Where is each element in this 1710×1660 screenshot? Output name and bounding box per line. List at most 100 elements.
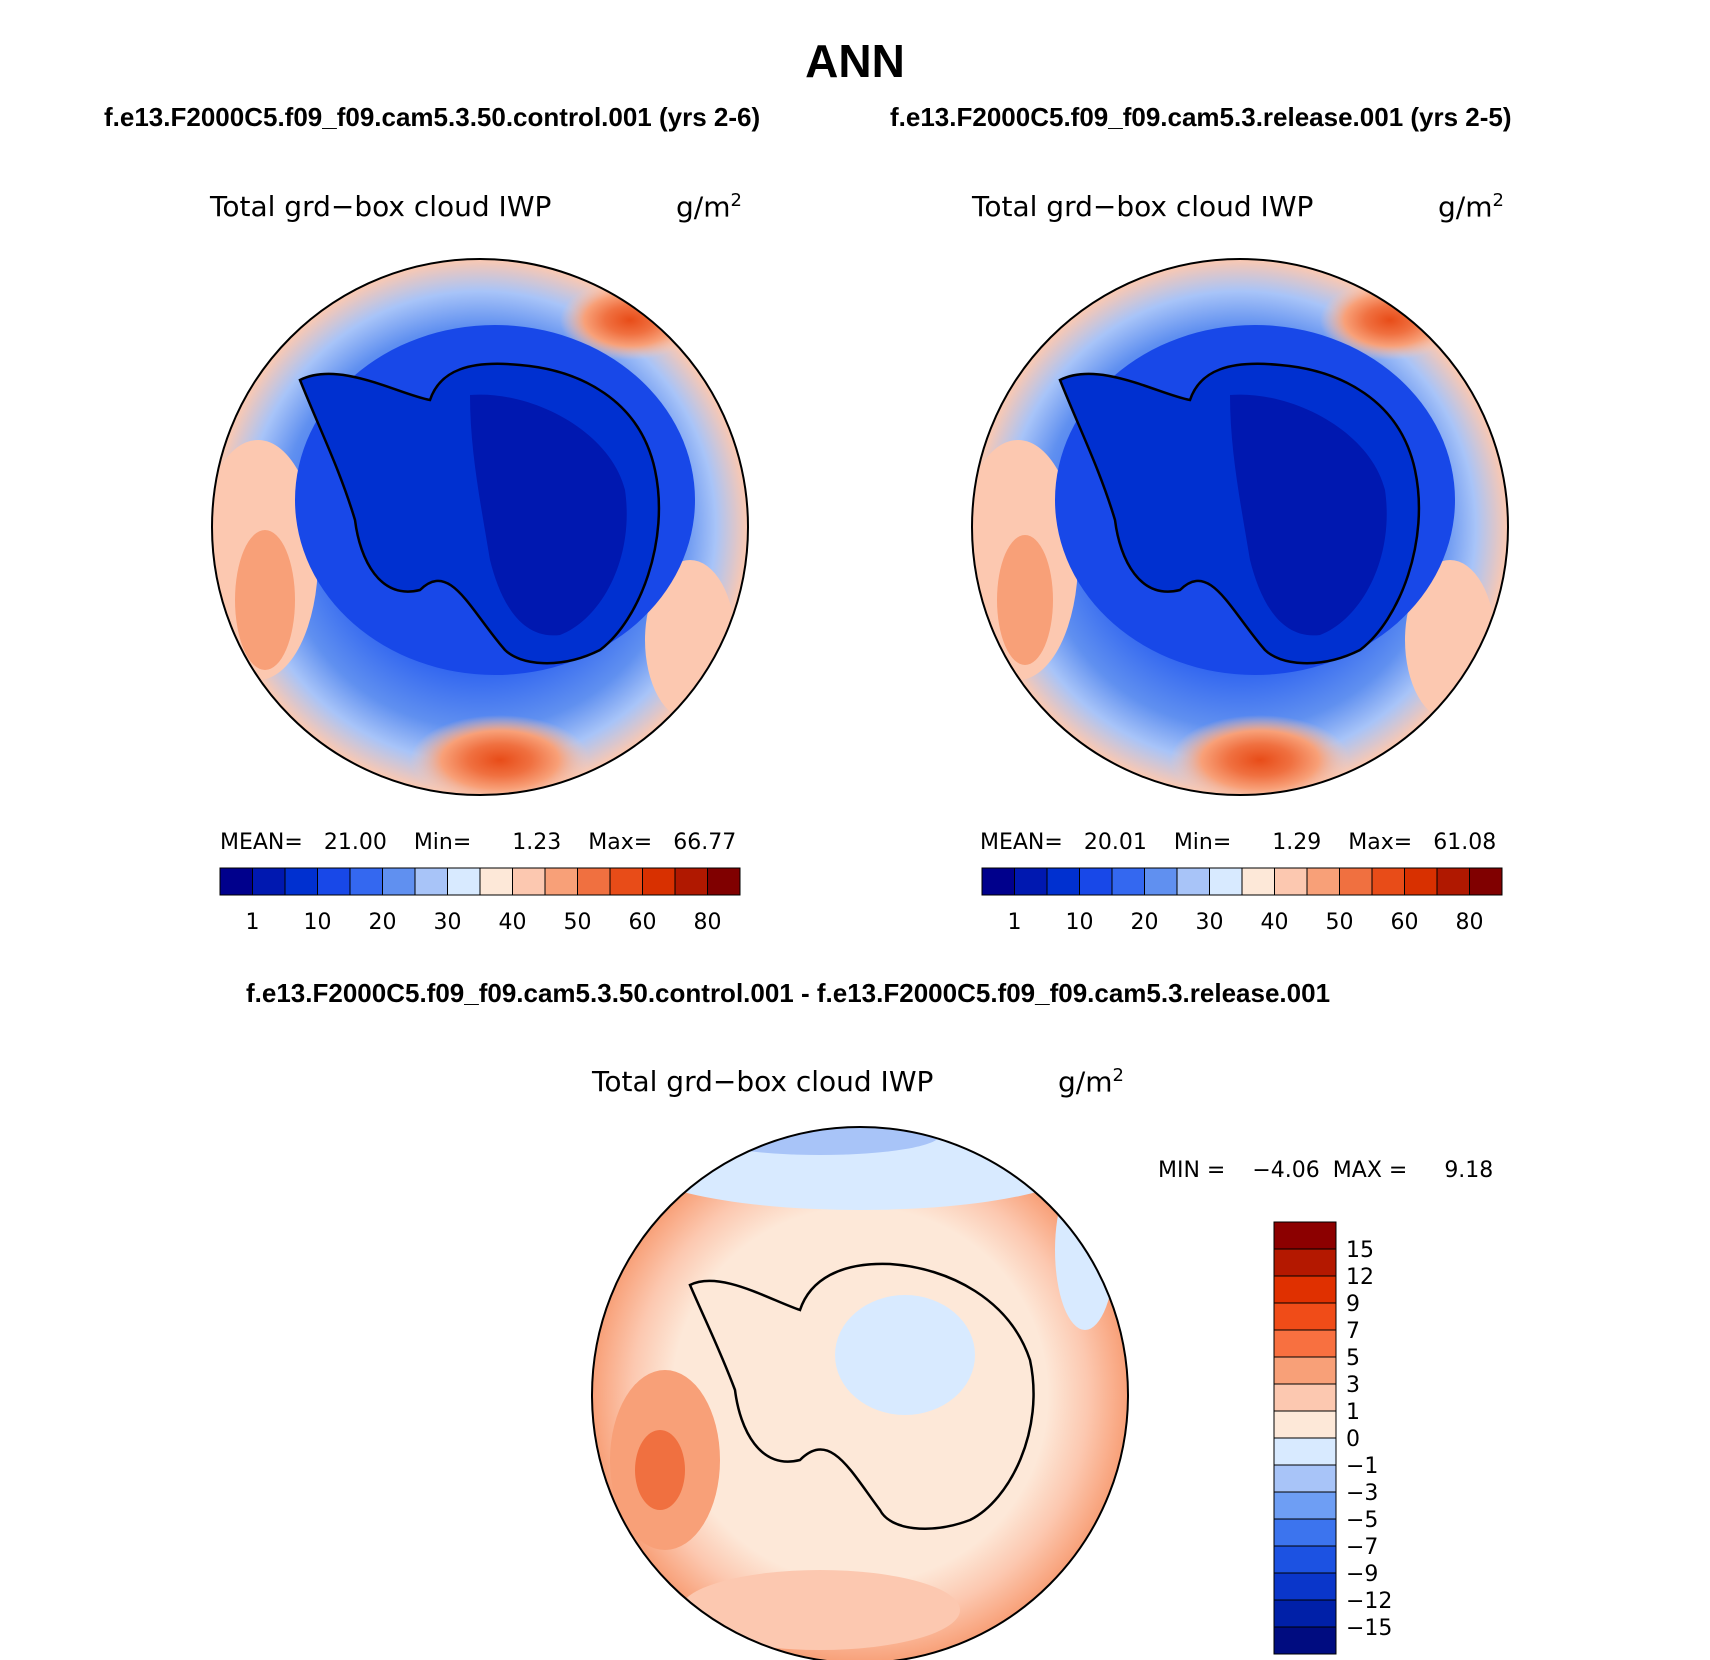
- colorbar-tick-label: −3: [1346, 1481, 1378, 1506]
- panel3-stats: MIN = −4.06 MAX = 9.18: [1158, 1158, 1493, 1183]
- colorbar-tick-label: 50: [564, 910, 592, 935]
- colorbar-swatch: [1209, 867, 1243, 896]
- colorbar-swatch: [1241, 867, 1275, 896]
- colorbar-swatch: [1469, 867, 1503, 896]
- colorbar-swatch: [1273, 1302, 1337, 1331]
- positive-patch: [635, 1430, 685, 1510]
- colorbar-swatch: [1273, 1491, 1337, 1520]
- colorbar-swatch: [1273, 1221, 1337, 1250]
- colorbar-swatch: [981, 867, 1015, 896]
- colorbar-swatch: [1079, 867, 1113, 896]
- panel2-map: [971, 258, 1509, 796]
- colorbar-swatch: [1273, 1599, 1337, 1628]
- mean-label: MEAN=: [220, 830, 303, 855]
- colorbar-swatch: [1111, 867, 1145, 896]
- colorbar-swatch: [1273, 1518, 1337, 1547]
- colorbar-tick-label: 30: [434, 910, 462, 935]
- map-boundary: [971, 258, 1509, 796]
- colorbar-swatch: [382, 867, 416, 896]
- colorbar-tick-label: −12: [1346, 1589, 1392, 1614]
- colorbar-swatch: [1273, 1545, 1337, 1574]
- min-label: MIN =: [1158, 1158, 1226, 1183]
- colorbar-tick-label: 60: [629, 910, 657, 935]
- colorbar-tick-label: 3: [1346, 1373, 1360, 1398]
- positive-band: [680, 1570, 960, 1650]
- units-exponent: 2: [1112, 1065, 1124, 1086]
- colorbar-swatch: [1046, 867, 1080, 896]
- colorbar-swatch: [1371, 867, 1405, 896]
- panel3-variable: Total grd−box cloud IWP: [592, 1065, 934, 1098]
- colorbar-swatch: [1273, 1626, 1337, 1655]
- units-base: g/m: [1058, 1065, 1113, 1099]
- colorbar-tick-label: 1: [246, 910, 260, 935]
- colorbar-swatch: [1273, 1464, 1337, 1493]
- panel1-units: g/m2: [676, 190, 742, 223]
- case2-header: f.e13.F2000C5.f09_f09.cam5.3.release.001…: [890, 102, 1512, 132]
- max-label: MAX =: [1332, 1158, 1408, 1183]
- colorbar-tick-label: −1: [1346, 1454, 1378, 1479]
- panel1-stats: MEAN= 21.00 Min= 1.23 Max= 66.77: [220, 830, 736, 855]
- colorbar-swatch: [1273, 1275, 1337, 1304]
- colorbar-tick-label: 40: [1261, 910, 1289, 935]
- colorbar-swatch: [609, 867, 643, 896]
- negative-band: [700, 1127, 940, 1155]
- colorbar-tick-label: 0: [1346, 1427, 1360, 1452]
- colorbar-swatch: [1014, 867, 1048, 896]
- colorbar-swatch: [219, 867, 253, 896]
- colorbar-swatch: [1436, 867, 1470, 896]
- colorbar-tick-label: −5: [1346, 1508, 1378, 1533]
- colorbar-swatch: [479, 867, 513, 896]
- colorbar-swatch: [674, 867, 708, 896]
- min-label: Min=: [413, 830, 472, 855]
- colorbar-swatch: [1176, 867, 1210, 896]
- diff-header: f.e13.F2000C5.f09_f09.cam5.3.50.control.…: [246, 978, 1331, 1008]
- colorbar-tick-label: 1: [1008, 910, 1022, 935]
- colorbar-swatch: [284, 867, 318, 896]
- colorbar-swatch: [414, 867, 448, 896]
- colorbar-tick-label: 80: [1456, 910, 1484, 935]
- max-value: 61.08: [1433, 830, 1497, 855]
- colorbar-swatch: [252, 867, 286, 896]
- colorbar-swatch: [1273, 1437, 1337, 1466]
- negative-patch: [835, 1295, 975, 1415]
- panel2-units: g/m2: [1438, 190, 1504, 223]
- units-base: g/m: [1438, 190, 1493, 224]
- colorbar-swatch: [349, 867, 383, 896]
- warm-band: [997, 535, 1053, 665]
- units-exponent: 2: [730, 190, 742, 211]
- colorbar-swatch: [1404, 867, 1438, 896]
- map-boundary: [211, 258, 749, 796]
- min-label: Min=: [1173, 830, 1232, 855]
- antarctica-coastline: [1058, 362, 1421, 665]
- colorbar-tick-label: 50: [1326, 910, 1354, 935]
- max-value: 66.77: [673, 830, 737, 855]
- mean-label: MEAN=: [980, 830, 1063, 855]
- warm-patch: [410, 715, 590, 795]
- colorbar-tick-label: 40: [499, 910, 527, 935]
- panel3-map: [591, 1126, 1129, 1660]
- colorbar-swatch: [1273, 1356, 1337, 1385]
- units-exponent: 2: [1492, 190, 1504, 211]
- colorbar-tick-label: −7: [1346, 1535, 1378, 1560]
- mean-value: 20.01: [1083, 830, 1147, 855]
- colorbar-swatch: [1273, 1329, 1337, 1358]
- antarctica-coastline: [688, 1262, 1035, 1530]
- colorbar-tick-label: −9: [1346, 1562, 1378, 1587]
- colorbar-tick-label: 30: [1196, 910, 1224, 935]
- colorbar-tick-label: 80: [694, 910, 722, 935]
- colorbar-swatch: [447, 867, 481, 896]
- colorbar-swatch: [512, 867, 546, 896]
- colorbar-tick-label: 20: [369, 910, 397, 935]
- panel1-variable: Total grd−box cloud IWP: [210, 190, 552, 223]
- colorbar-tick-label: 12: [1346, 1265, 1374, 1290]
- case1-header: f.e13.F2000C5.f09_f09.cam5.3.50.control.…: [104, 102, 761, 132]
- panel2-variable: Total grd−box cloud IWP: [972, 190, 1314, 223]
- colorbar-tick-label: 10: [1066, 910, 1094, 935]
- panel1-map: [211, 258, 749, 796]
- panel2-stats: MEAN= 20.01 Min= 1.29 Max= 61.08: [980, 830, 1496, 855]
- colorbar-tick-label: 60: [1391, 910, 1419, 935]
- colorbar-tick-label: 20: [1131, 910, 1159, 935]
- colorbar-tick-label: 9: [1346, 1292, 1360, 1317]
- colorbar-tick-label: −15: [1346, 1616, 1392, 1641]
